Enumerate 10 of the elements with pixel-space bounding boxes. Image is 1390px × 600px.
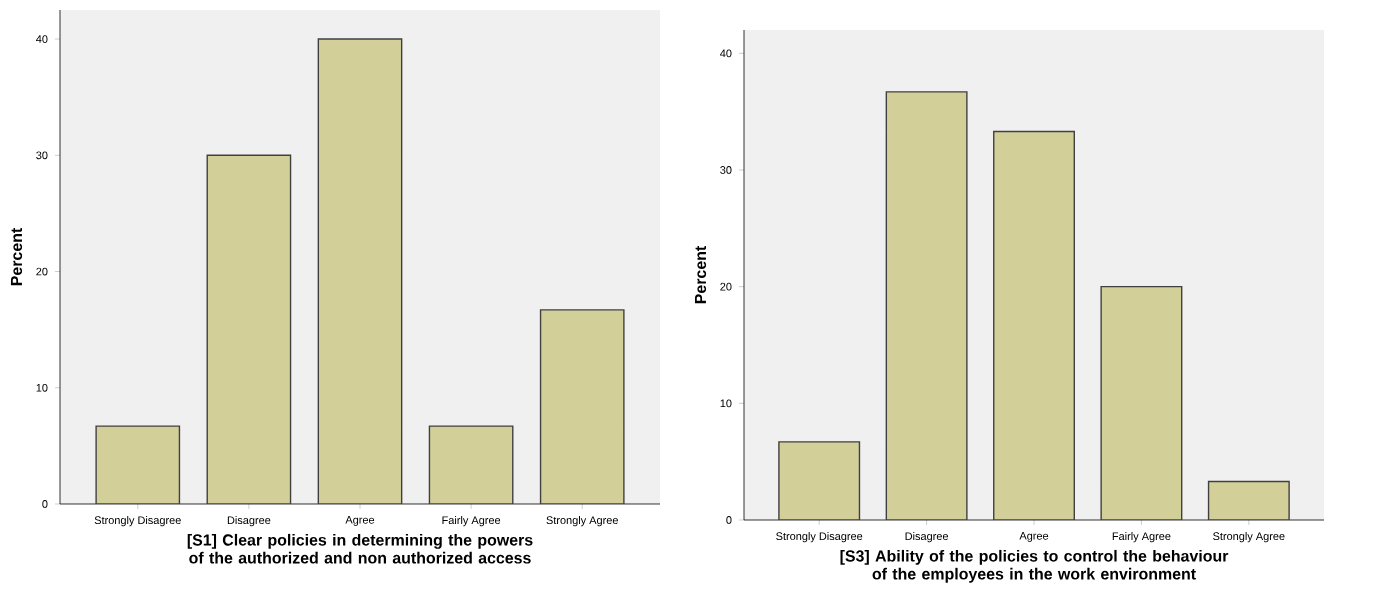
bar xyxy=(1100,285,1183,520)
bar xyxy=(428,425,514,504)
bar xyxy=(317,38,403,504)
bar xyxy=(993,130,1075,520)
bar xyxy=(778,441,861,520)
bar xyxy=(539,309,625,504)
bar xyxy=(885,91,968,520)
bar xyxy=(95,425,181,504)
bar xyxy=(206,154,292,504)
bar xyxy=(1207,480,1290,520)
